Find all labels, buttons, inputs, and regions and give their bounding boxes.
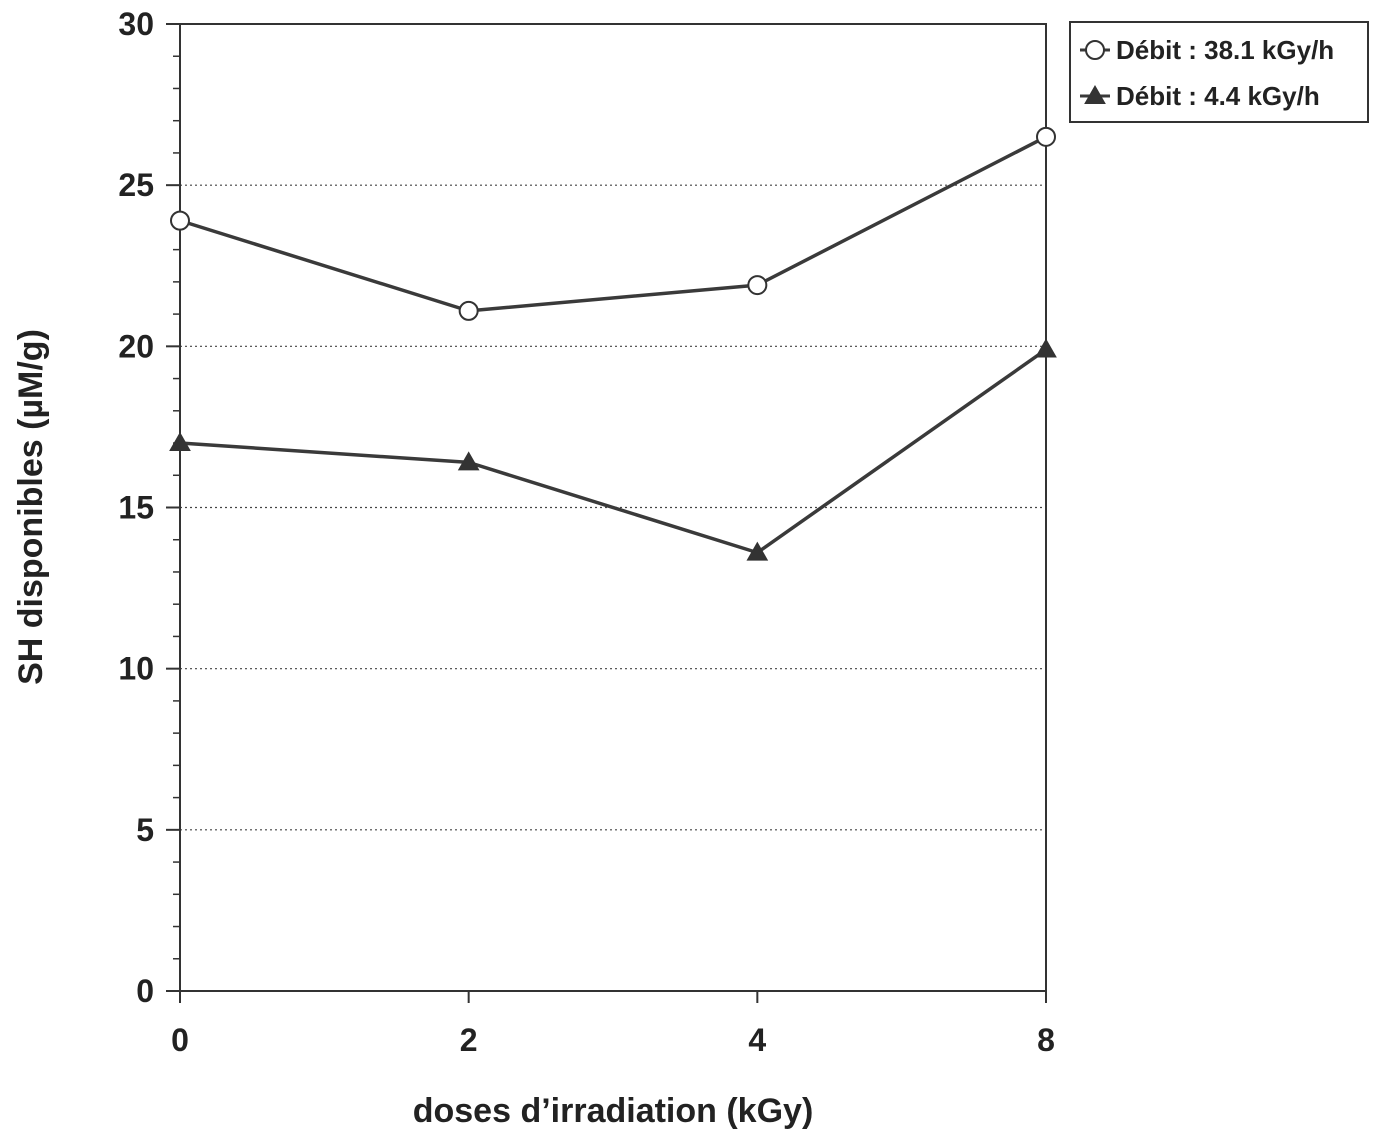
x-tick-label: 4: [748, 1022, 766, 1058]
legend-marker: [1084, 84, 1106, 104]
series-2: [169, 338, 1057, 561]
x-tick-label: 2: [460, 1022, 478, 1058]
data-point: [169, 432, 191, 452]
data-point: [1036, 126, 1056, 147]
data-point: [746, 541, 769, 561]
y-tick-label: 0: [136, 973, 154, 1009]
y-tick-label: 25: [118, 167, 154, 203]
series-line: [179, 135, 1047, 313]
y-tick-label: 15: [118, 490, 154, 526]
data-point: [170, 210, 190, 231]
data-point: [458, 300, 479, 321]
legend-label: Débit : 4.4 kGy/h: [1116, 81, 1320, 111]
series-1: [170, 126, 1056, 321]
legend-item: Débit : 38.1 kGy/h: [1080, 35, 1334, 65]
tick-labels: 0 5 10 15 20 25 30 0 2 4 8: [118, 6, 1054, 1058]
y-tick-label: 20: [118, 328, 154, 364]
y-tick-label: 30: [118, 6, 154, 42]
x-tick-label: 0: [171, 1022, 189, 1058]
y-tick-label: 10: [118, 651, 154, 687]
axis-ticks: [166, 23, 1047, 1003]
y-tick-label: 5: [136, 812, 154, 848]
legend-marker: [1085, 40, 1105, 60]
legend-item: Débit : 4.4 kGy/h: [1080, 81, 1320, 111]
data-point: [457, 451, 480, 471]
series-line: [179, 348, 1048, 555]
data-point: [747, 275, 768, 296]
legend-box: [1069, 21, 1369, 123]
legend-label: Débit : 38.1 kGy/h: [1116, 35, 1334, 65]
x-tick-label: 8: [1037, 1022, 1055, 1058]
gridlines: [180, 184, 1046, 831]
series-lines: [169, 126, 1057, 561]
legend: Débit : 38.1 kGy/h Débit : 4.4 kGy/h: [1069, 21, 1369, 123]
x-axis-title: doses d’irradiation (kGy): [413, 1092, 814, 1130]
data-point: [1035, 338, 1057, 358]
y-axis-title: SH disponibles (µM/g): [12, 329, 50, 685]
